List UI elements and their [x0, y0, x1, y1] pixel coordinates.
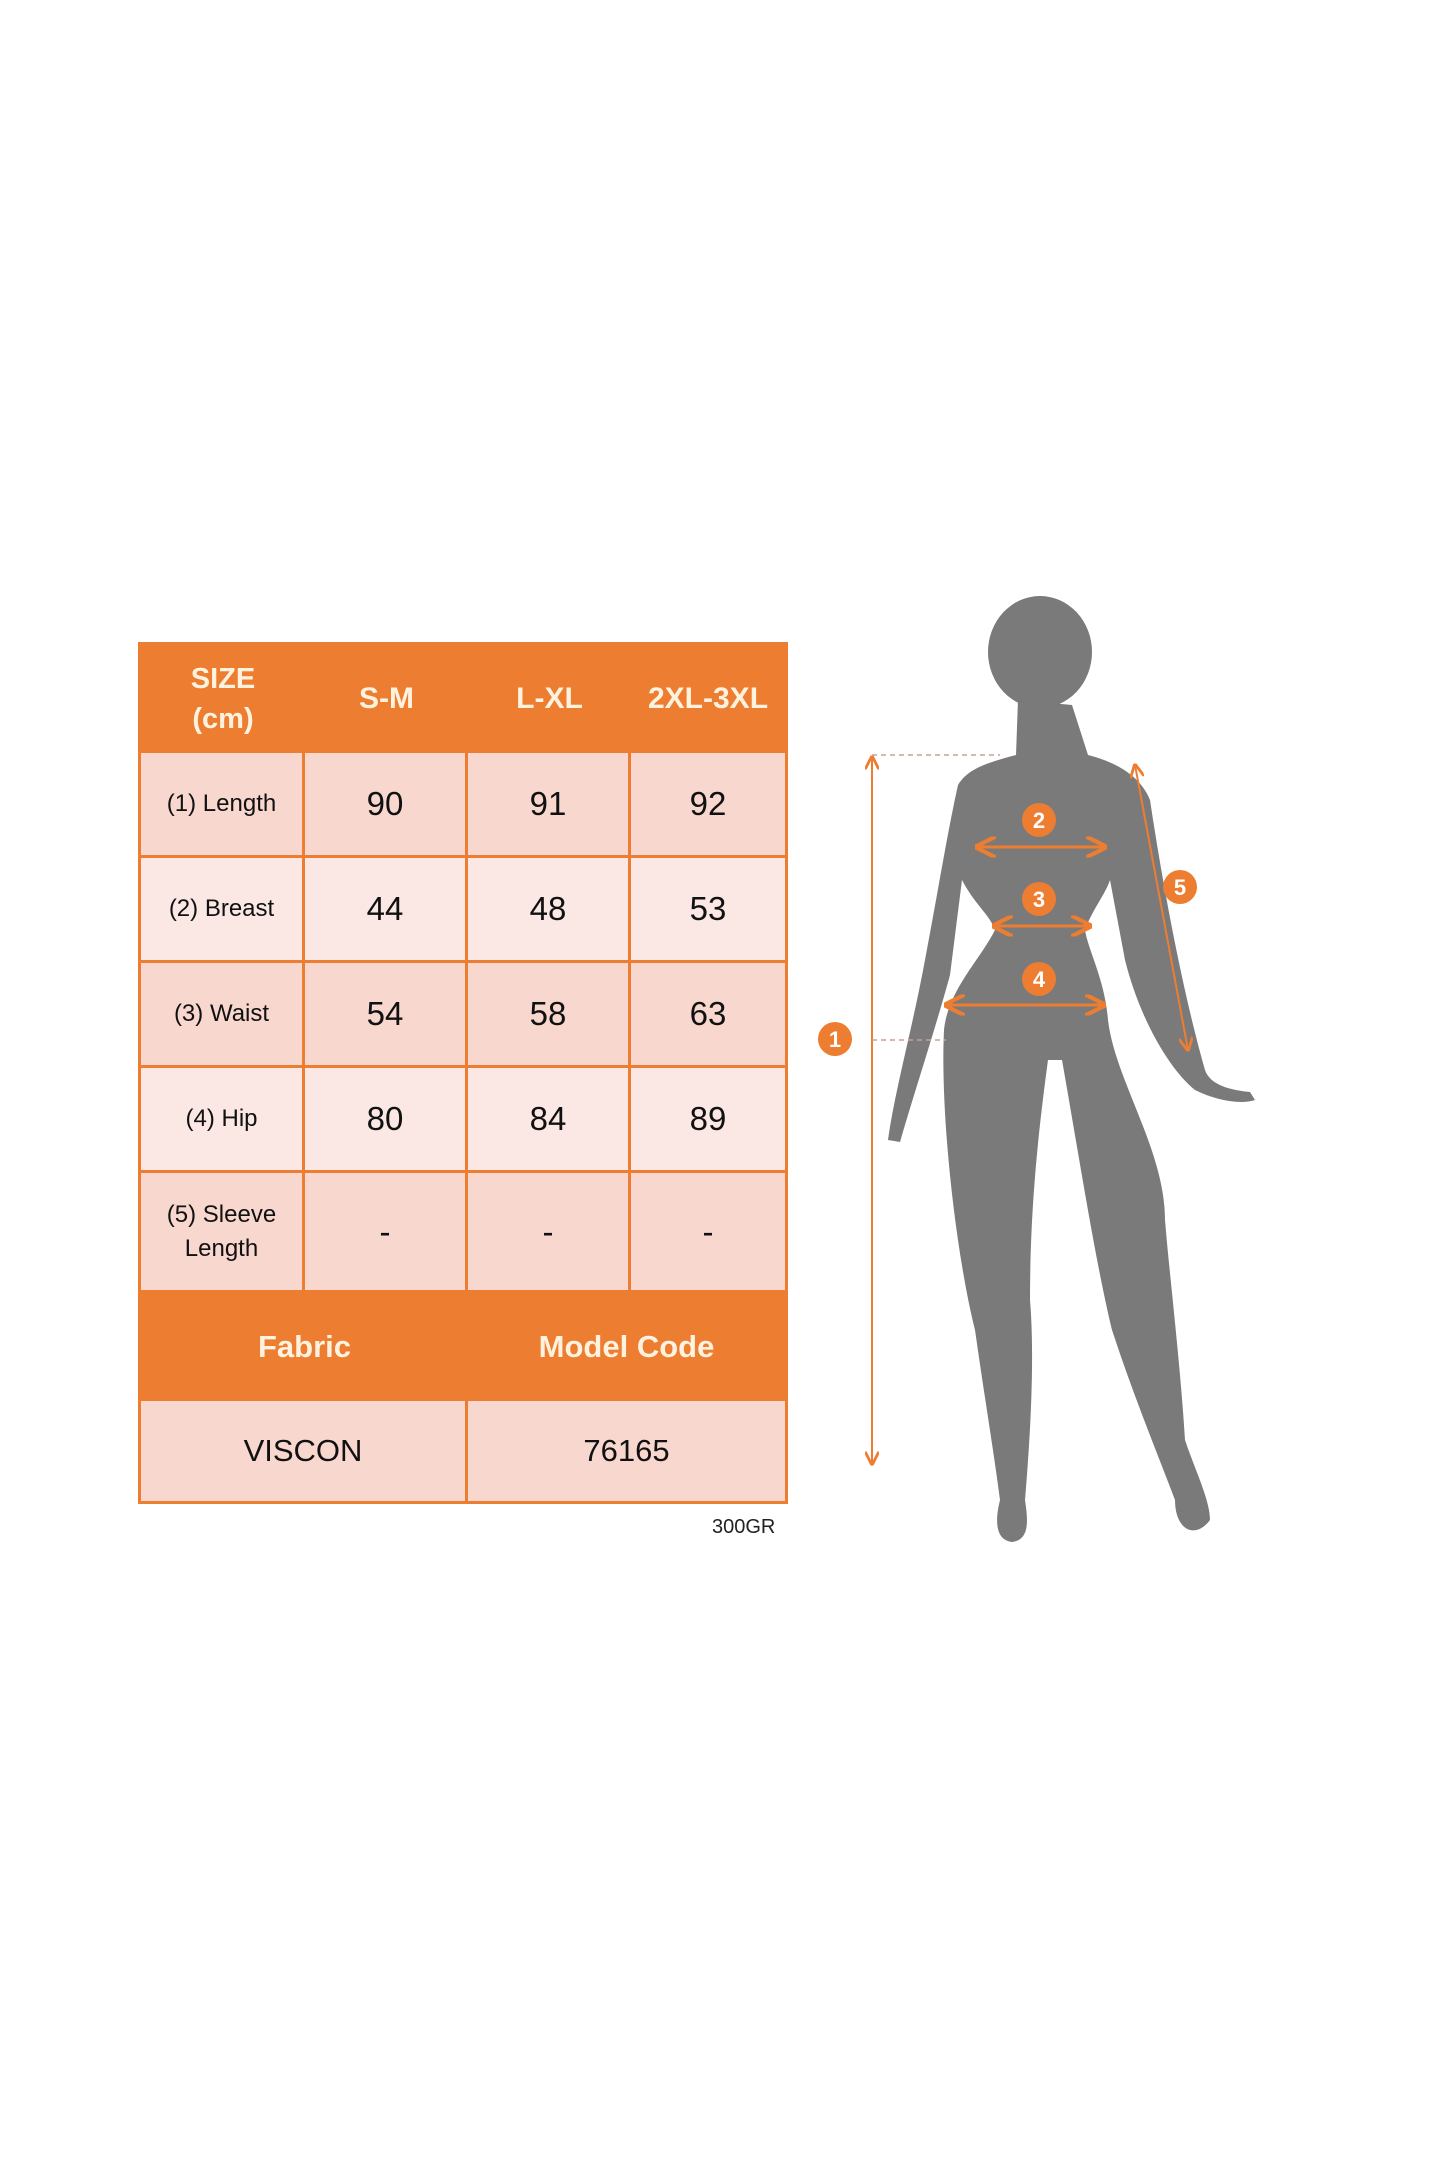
- table-header-row: SIZE (cm) S-M L-XL 2XL-3XL: [141, 645, 785, 753]
- header-2xl-3xl: 2XL-3XL: [631, 645, 785, 753]
- svg-text:2: 2: [1033, 808, 1045, 833]
- cell-value: 89: [631, 1068, 785, 1173]
- table-row: (1) Length 90 91 92: [141, 753, 785, 858]
- row-label: (3) Waist: [141, 963, 305, 1068]
- model-code-value: 76165: [468, 1401, 785, 1501]
- weight-note: 300GR: [712, 1516, 776, 1538]
- row-label: (1) Length: [141, 753, 305, 858]
- marker-1: 1: [818, 1022, 852, 1056]
- cell-value: -: [631, 1173, 785, 1293]
- svg-text:1: 1: [829, 1027, 841, 1052]
- cell-value: 92: [631, 753, 785, 858]
- marker-5: 5: [1163, 870, 1197, 904]
- table-row: (3) Waist 54 58 63: [141, 963, 785, 1068]
- row-label: (5) Sleeve Length: [141, 1173, 305, 1293]
- row-label-line2: Length: [184, 1234, 259, 1262]
- length-indicator: [872, 754, 1000, 1464]
- size-chart-table: SIZE (cm) S-M L-XL 2XL-3XL (1) Length 90 …: [138, 642, 788, 1504]
- marker-4: 4: [1022, 962, 1056, 996]
- cell-value: 90: [305, 753, 468, 858]
- cell-value: 48: [468, 858, 631, 963]
- cell-value: 54: [305, 963, 468, 1068]
- model-code-label: Model Code: [468, 1293, 785, 1401]
- cell-value: -: [468, 1173, 631, 1293]
- cell-value: 91: [468, 753, 631, 858]
- fabric-header-row: Fabric Model Code: [141, 1293, 785, 1401]
- table-row: (5) Sleeve Length - - -: [141, 1173, 785, 1293]
- header-s-m: S-M: [305, 645, 468, 753]
- fabric-label: Fabric: [141, 1293, 468, 1401]
- svg-text:5: 5: [1174, 875, 1186, 900]
- cell-value: -: [305, 1173, 468, 1293]
- fabric-value-row: VISCON 76165: [141, 1401, 785, 1501]
- svg-text:3: 3: [1033, 887, 1045, 912]
- row-label-line1: (5) Sleeve: [166, 1200, 277, 1228]
- silhouette: [888, 596, 1255, 1542]
- cell-value: 84: [468, 1068, 631, 1173]
- cell-value: 80: [305, 1068, 468, 1173]
- fabric-value: VISCON: [141, 1401, 468, 1501]
- header-l-xl: L-XL: [468, 645, 631, 753]
- cell-value: 63: [631, 963, 785, 1068]
- cell-value: 58: [468, 963, 631, 1068]
- table-row: (2) Breast 44 48 53: [141, 858, 785, 963]
- marker-3: 3: [1022, 882, 1056, 916]
- table-row: (4) Hip 80 84 89: [141, 1068, 785, 1173]
- header-size-line1: SIZE: [190, 663, 256, 695]
- header-size-line2: (cm): [192, 703, 254, 735]
- row-label: (4) Hip: [141, 1068, 305, 1173]
- marker-2: 2: [1022, 803, 1056, 837]
- cell-value: 53: [631, 858, 785, 963]
- cell-value: 44: [305, 858, 468, 963]
- row-label: (2) Breast: [141, 858, 305, 963]
- sleeve-arrow: [1135, 765, 1188, 1050]
- header-size: SIZE (cm): [141, 645, 305, 753]
- svg-text:4: 4: [1033, 967, 1046, 992]
